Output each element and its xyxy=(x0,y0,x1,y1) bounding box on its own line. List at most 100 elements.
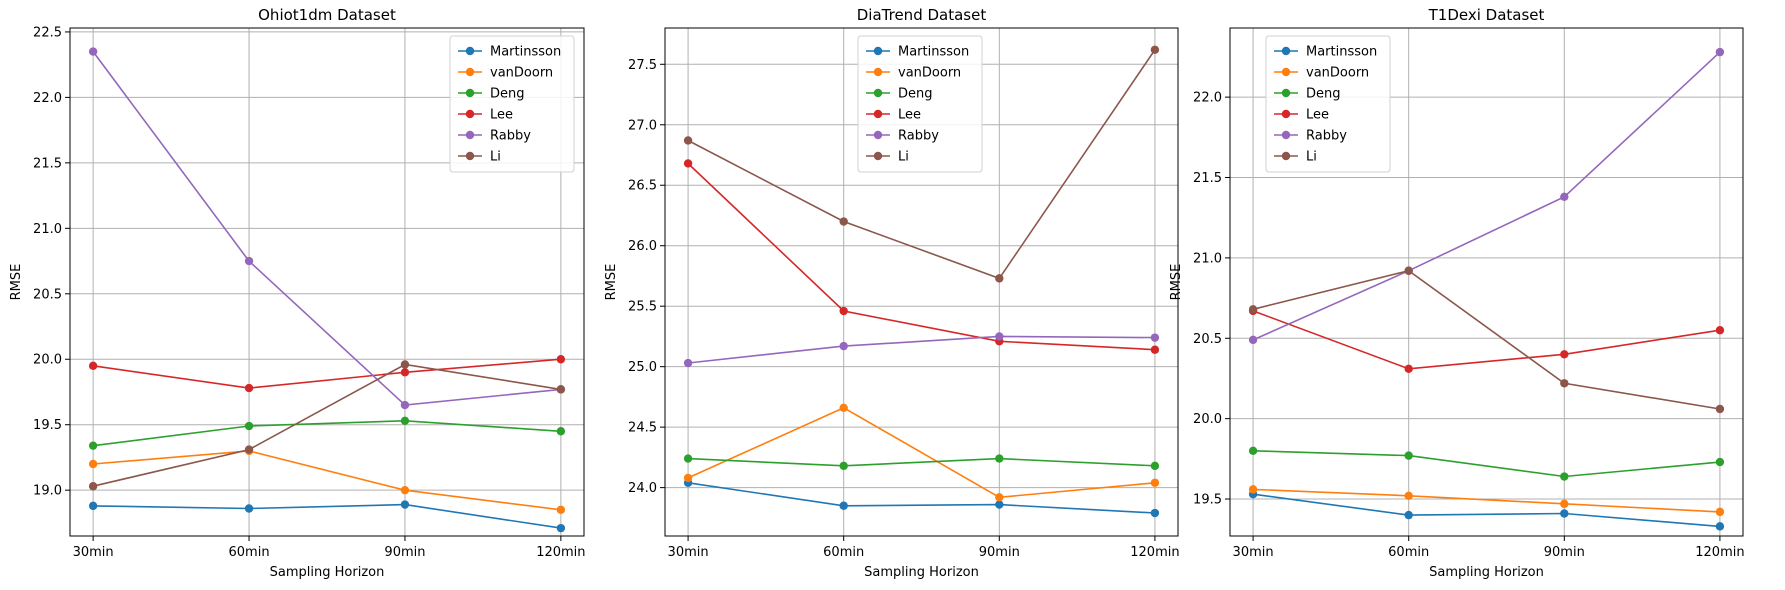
x-tick-label: 60min xyxy=(229,545,270,560)
data-point-rabby xyxy=(1150,333,1160,342)
y-tick-label: 21.0 xyxy=(1193,251,1222,266)
legend-box xyxy=(1265,35,1391,173)
data-point-rabby xyxy=(1560,192,1569,201)
y-tick-label: 21.5 xyxy=(33,156,62,171)
data-point-vandoorn xyxy=(1404,491,1413,501)
chart-title: Ohiot1dm Dataset xyxy=(258,6,396,24)
series-line-martinsson xyxy=(93,503,562,529)
data-point-li xyxy=(88,482,98,491)
data-point-li xyxy=(1150,45,1160,54)
series-line-lee xyxy=(687,162,1155,351)
data-point-martinsson xyxy=(1404,510,1413,520)
data-point-lee xyxy=(244,383,254,393)
x-tick-label: 30min xyxy=(73,545,114,560)
legend-swatch-marker xyxy=(1281,109,1291,119)
chart-panel-2: 24.0 24.5 25.0 25.5 26.0 26.5 27.0 27.5 30min 60m… xyxy=(604,6,1180,580)
data-point-rabby xyxy=(88,47,98,56)
x-tick-label: 120min xyxy=(1695,545,1744,560)
data-point-martinsson xyxy=(995,500,1004,509)
data-point-martinsson xyxy=(556,523,566,533)
legend-entry-rabby: Rabby xyxy=(490,129,531,144)
legend-swatch-marker xyxy=(465,151,475,161)
plot-frame xyxy=(1229,27,1744,537)
legend-entry-vandoorn: vanDoorn xyxy=(1306,66,1369,81)
data-point-martinsson xyxy=(88,501,98,511)
x-tick-label: 120min xyxy=(1130,545,1179,560)
data-point-rabby xyxy=(995,332,1004,341)
legend-entry-li: Li xyxy=(490,150,501,165)
legend-entry-lee: Lee xyxy=(1306,108,1329,123)
chart-title: DiaTrend Dataset xyxy=(857,6,987,24)
data-point-rabby xyxy=(1715,47,1725,57)
data-point-lee xyxy=(839,306,848,316)
data-point-lee xyxy=(1404,364,1413,374)
data-point-rabby xyxy=(683,358,693,368)
y-tick-label: 21.0 xyxy=(33,222,62,237)
x-tick-label: 60min xyxy=(823,545,864,560)
series-line-rabby xyxy=(1252,51,1721,341)
data-point-deng xyxy=(1150,461,1160,471)
y-tick-label: 24.5 xyxy=(628,421,657,436)
data-point-vandoorn xyxy=(1248,485,1258,494)
x-axis-label: Sampling Horizon xyxy=(1429,565,1544,580)
y-tick-label: 22.0 xyxy=(33,91,62,106)
series-line-lee xyxy=(1252,310,1721,370)
legend-box xyxy=(449,35,575,173)
data-point-rabby xyxy=(400,400,410,410)
data-point-li xyxy=(244,445,254,454)
data-point-martinsson xyxy=(839,501,848,510)
legend-entry-vandoorn: vanDoorn xyxy=(490,66,553,81)
data-point-lee xyxy=(556,355,566,364)
data-point-li xyxy=(400,360,410,369)
data-point-lee xyxy=(683,159,693,168)
y-tick-label: 24.0 xyxy=(628,481,657,496)
data-point-deng xyxy=(839,461,848,471)
series-line-vandoorn xyxy=(687,406,1155,499)
legend-entry-deng: Deng xyxy=(490,87,525,102)
legend-swatch-marker xyxy=(873,88,883,98)
plot-frame xyxy=(69,27,585,537)
y-tick-label: 26.0 xyxy=(628,239,657,254)
series-line-rabby xyxy=(688,335,1155,364)
legend-entry-lee: Lee xyxy=(490,108,513,123)
legend-swatch-marker xyxy=(873,109,883,119)
legend-entry-deng: Deng xyxy=(898,87,933,102)
y-axis-label: RMSE xyxy=(1169,264,1184,301)
data-point-vandoorn xyxy=(683,473,693,483)
y-tick-label: 20.0 xyxy=(1193,412,1222,427)
legend: Martinsson vanDoorn Deng Lee Rabby Li xyxy=(857,35,983,173)
data-point-deng xyxy=(1560,472,1569,481)
x-tick-label: 90min xyxy=(1544,545,1585,560)
legend-entry-lee: Lee xyxy=(898,108,921,123)
data-point-lee xyxy=(1560,350,1569,359)
x-axis-label: Sampling Horizon xyxy=(270,565,385,580)
data-point-martinsson xyxy=(1715,522,1725,531)
legend-swatch-marker xyxy=(465,130,475,140)
legend: Martinsson vanDoorn Deng Lee Rabby Li xyxy=(1265,35,1391,173)
data-point-lee xyxy=(1715,326,1725,335)
legend-swatch-marker xyxy=(1281,130,1291,140)
legend-entry-martinsson: Martinsson xyxy=(1306,45,1377,60)
legend: Martinsson vanDoorn Deng Lee Rabby Li xyxy=(449,35,575,173)
y-tick-label: 20.5 xyxy=(33,287,62,302)
y-tick-label: 26.5 xyxy=(628,179,657,194)
legend-entry-li: Li xyxy=(1306,150,1317,165)
data-point-deng xyxy=(1715,457,1725,467)
data-point-martinsson xyxy=(1150,508,1160,518)
data-point-deng xyxy=(1248,446,1258,455)
data-point-vandoorn xyxy=(995,493,1004,502)
legend-swatch-marker xyxy=(873,130,883,140)
data-point-deng xyxy=(683,454,693,463)
data-point-deng xyxy=(556,427,566,436)
data-point-deng xyxy=(400,416,410,425)
data-point-vandoorn xyxy=(1560,499,1569,509)
data-point-lee xyxy=(400,368,410,377)
y-tick-label: 25.5 xyxy=(628,300,657,315)
data-point-deng xyxy=(244,421,254,431)
legend-swatch-marker xyxy=(1281,151,1291,161)
legend-swatch-marker xyxy=(465,109,475,119)
x-tick-label: 60min xyxy=(1388,545,1429,560)
x-tick-label: 30min xyxy=(668,545,709,560)
legend-swatch-marker xyxy=(465,46,475,56)
data-point-deng xyxy=(1404,451,1413,460)
